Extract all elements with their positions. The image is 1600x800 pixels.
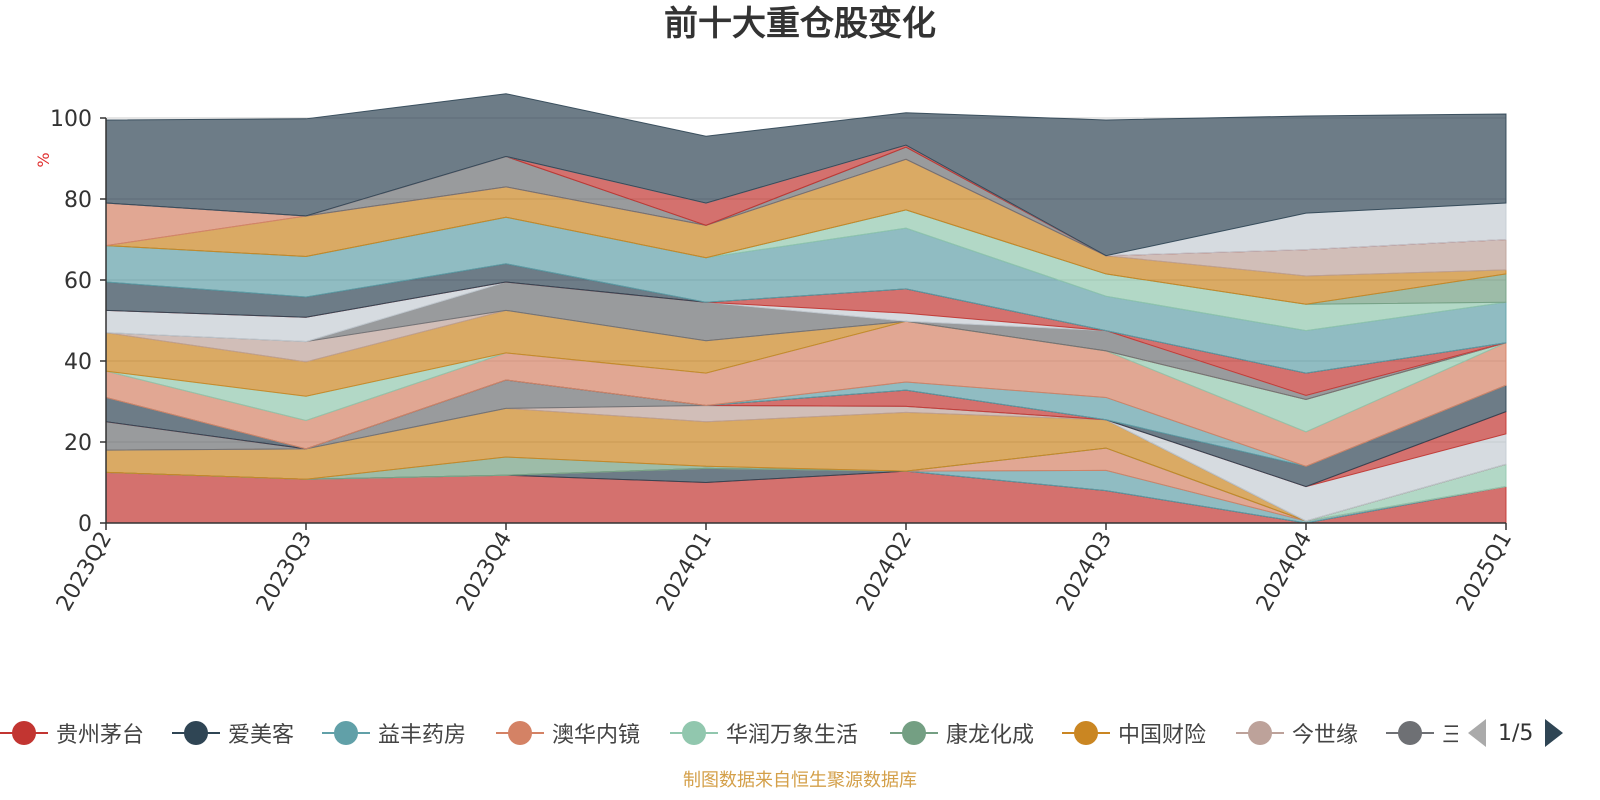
y-tick-label: 0	[78, 512, 92, 537]
source-note: 制图数据来自恒生聚源数据库	[683, 770, 917, 791]
legend-marker-icon	[1062, 718, 1110, 748]
series-area-31	[105, 93, 1507, 257]
legend-item[interactable]: 康龙化成	[890, 718, 1034, 748]
legend-label: 澳华内镜	[552, 723, 641, 748]
legend-item[interactable]: 今世缘	[1236, 718, 1358, 748]
x-tick-label: 2024Q3	[1052, 528, 1117, 616]
legend-marker-icon	[1386, 718, 1434, 748]
legend-label: 今世缘	[1292, 723, 1359, 748]
pager-next-icon[interactable]	[1545, 719, 1564, 747]
y-tick-label: 40	[64, 350, 92, 375]
legend-item[interactable]: 三	[1386, 718, 1458, 748]
legend-label: 中国财险	[1118, 723, 1207, 748]
y-tick-label: 80	[64, 188, 92, 213]
x-tick-label: 2024Q4	[1252, 528, 1317, 616]
legend-label: 华润万象生活	[726, 723, 859, 748]
legend-item[interactable]: 华润万象生活	[670, 718, 858, 748]
legend-marker-icon	[322, 718, 370, 748]
legend-marker-icon	[1236, 718, 1284, 748]
x-tick-label: 2025Q1	[1452, 528, 1517, 616]
legend-pager: 1/5	[1468, 718, 1564, 748]
legend-item[interactable]: 澳华内镜	[496, 718, 640, 748]
legend-marker-icon	[890, 718, 938, 748]
pager-label: 1/5	[1498, 720, 1534, 746]
legend-marker-icon	[670, 718, 718, 748]
pager-prev-icon[interactable]	[1468, 719, 1486, 747]
legend-item[interactable]: 贵州茅台	[0, 718, 144, 748]
legend-label: 爱美客	[228, 723, 295, 748]
legend-label: 益丰药房	[378, 723, 467, 748]
legend-marker-icon	[172, 718, 220, 748]
legend-item[interactable]: 爱美客	[172, 718, 294, 748]
legend-label: 三	[1442, 723, 1458, 748]
legend-label: 康龙化成	[946, 723, 1035, 748]
y-tick-label: 20	[64, 431, 92, 456]
y-tick-label: 100	[50, 107, 92, 132]
x-tick-label: 2024Q1	[652, 528, 717, 616]
x-tick-label: 2023Q2	[52, 528, 117, 616]
legend-marker-icon	[496, 718, 544, 748]
series-group	[105, 93, 1507, 524]
x-tick-label: 2023Q4	[452, 528, 517, 616]
y-tick-label: 60	[64, 269, 92, 294]
legend-item[interactable]: 益丰药房	[322, 718, 466, 748]
y-axis-label: %	[34, 152, 53, 167]
x-tick-label: 2024Q2	[852, 528, 917, 616]
legend-label: 贵州茅台	[56, 723, 145, 748]
stacked-area-chart: 0 20 40 60 80 100% 2023Q2 2023Q3 2023Q4 2024Q1 202…	[34, 93, 1517, 616]
x-tick-label: 2023Q3	[252, 528, 317, 616]
legend-marker-icon	[0, 718, 48, 748]
legend: 贵州茅台 爱美客 益丰药房 澳华内镜 华润万象生活 康龙化成 中国财险 今世缘 三	[0, 718, 1458, 748]
chart-title: 前十大重仓股变化	[664, 4, 936, 44]
legend-item[interactable]: 中国财险	[1062, 718, 1206, 748]
